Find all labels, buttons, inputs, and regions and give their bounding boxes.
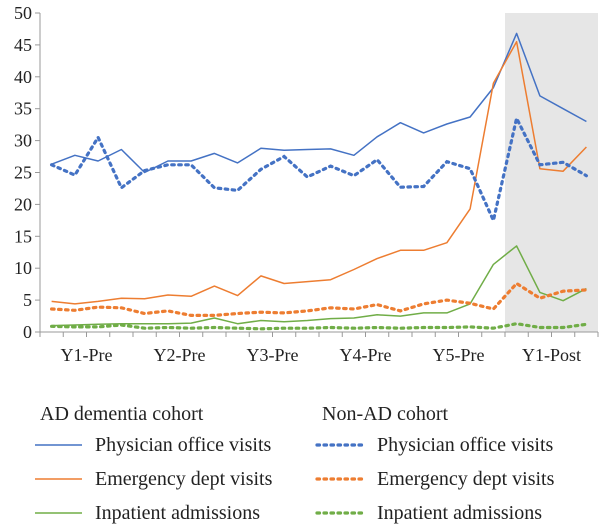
series-line (51, 32, 587, 174)
x-tick-label: Y5-Pre (433, 345, 485, 365)
y-tick-label: 45 (14, 35, 32, 55)
series-line (51, 40, 587, 305)
y-tick-label: 50 (14, 3, 32, 23)
x-tick-label: Y1-Post (522, 345, 581, 365)
x-tick-label: Y3-Pre (247, 345, 299, 365)
legend-label: Physician office visits (377, 434, 553, 456)
series-line (49, 113, 589, 226)
plot-area: 0 5 10 15 20 25 30 35 40 45 50 Y1-Pre Y2-Pre Y3-Pre Y4… (14, 3, 599, 365)
legend-label: Physician office visits (95, 434, 271, 456)
legend-label: Inpatient admissions (377, 502, 542, 524)
y-tick-label: 20 (14, 194, 32, 214)
legend-heading: AD dementia cohort (40, 403, 204, 425)
y-tick-label: 15 (14, 226, 32, 246)
series-line (49, 281, 589, 317)
x-tick-label: Y4-Pre (340, 345, 392, 365)
legend-label: Inpatient admissions (95, 502, 260, 524)
y-tick-label: 0 (23, 322, 32, 342)
y-tick-label: 30 (14, 131, 32, 151)
y-tick-label: 40 (14, 67, 32, 87)
x-tick-label: Y2-Pre (154, 345, 206, 365)
y-tick-label: 10 (14, 258, 32, 278)
legend-heading: Non-AD cohort (322, 403, 449, 425)
legend: AD dementia cohort Physician office visit… (35, 403, 555, 524)
y-tick-label: 35 (14, 99, 32, 119)
legend-label: Emergency dept visits (95, 468, 273, 490)
series-line (51, 245, 587, 327)
x-tick-label: Y1-Pre (61, 345, 113, 365)
legend-label: Emergency dept visits (377, 468, 555, 490)
y-tick-label: 5 (23, 290, 32, 310)
y-tick-label: 25 (14, 163, 32, 183)
series-line (49, 322, 589, 331)
